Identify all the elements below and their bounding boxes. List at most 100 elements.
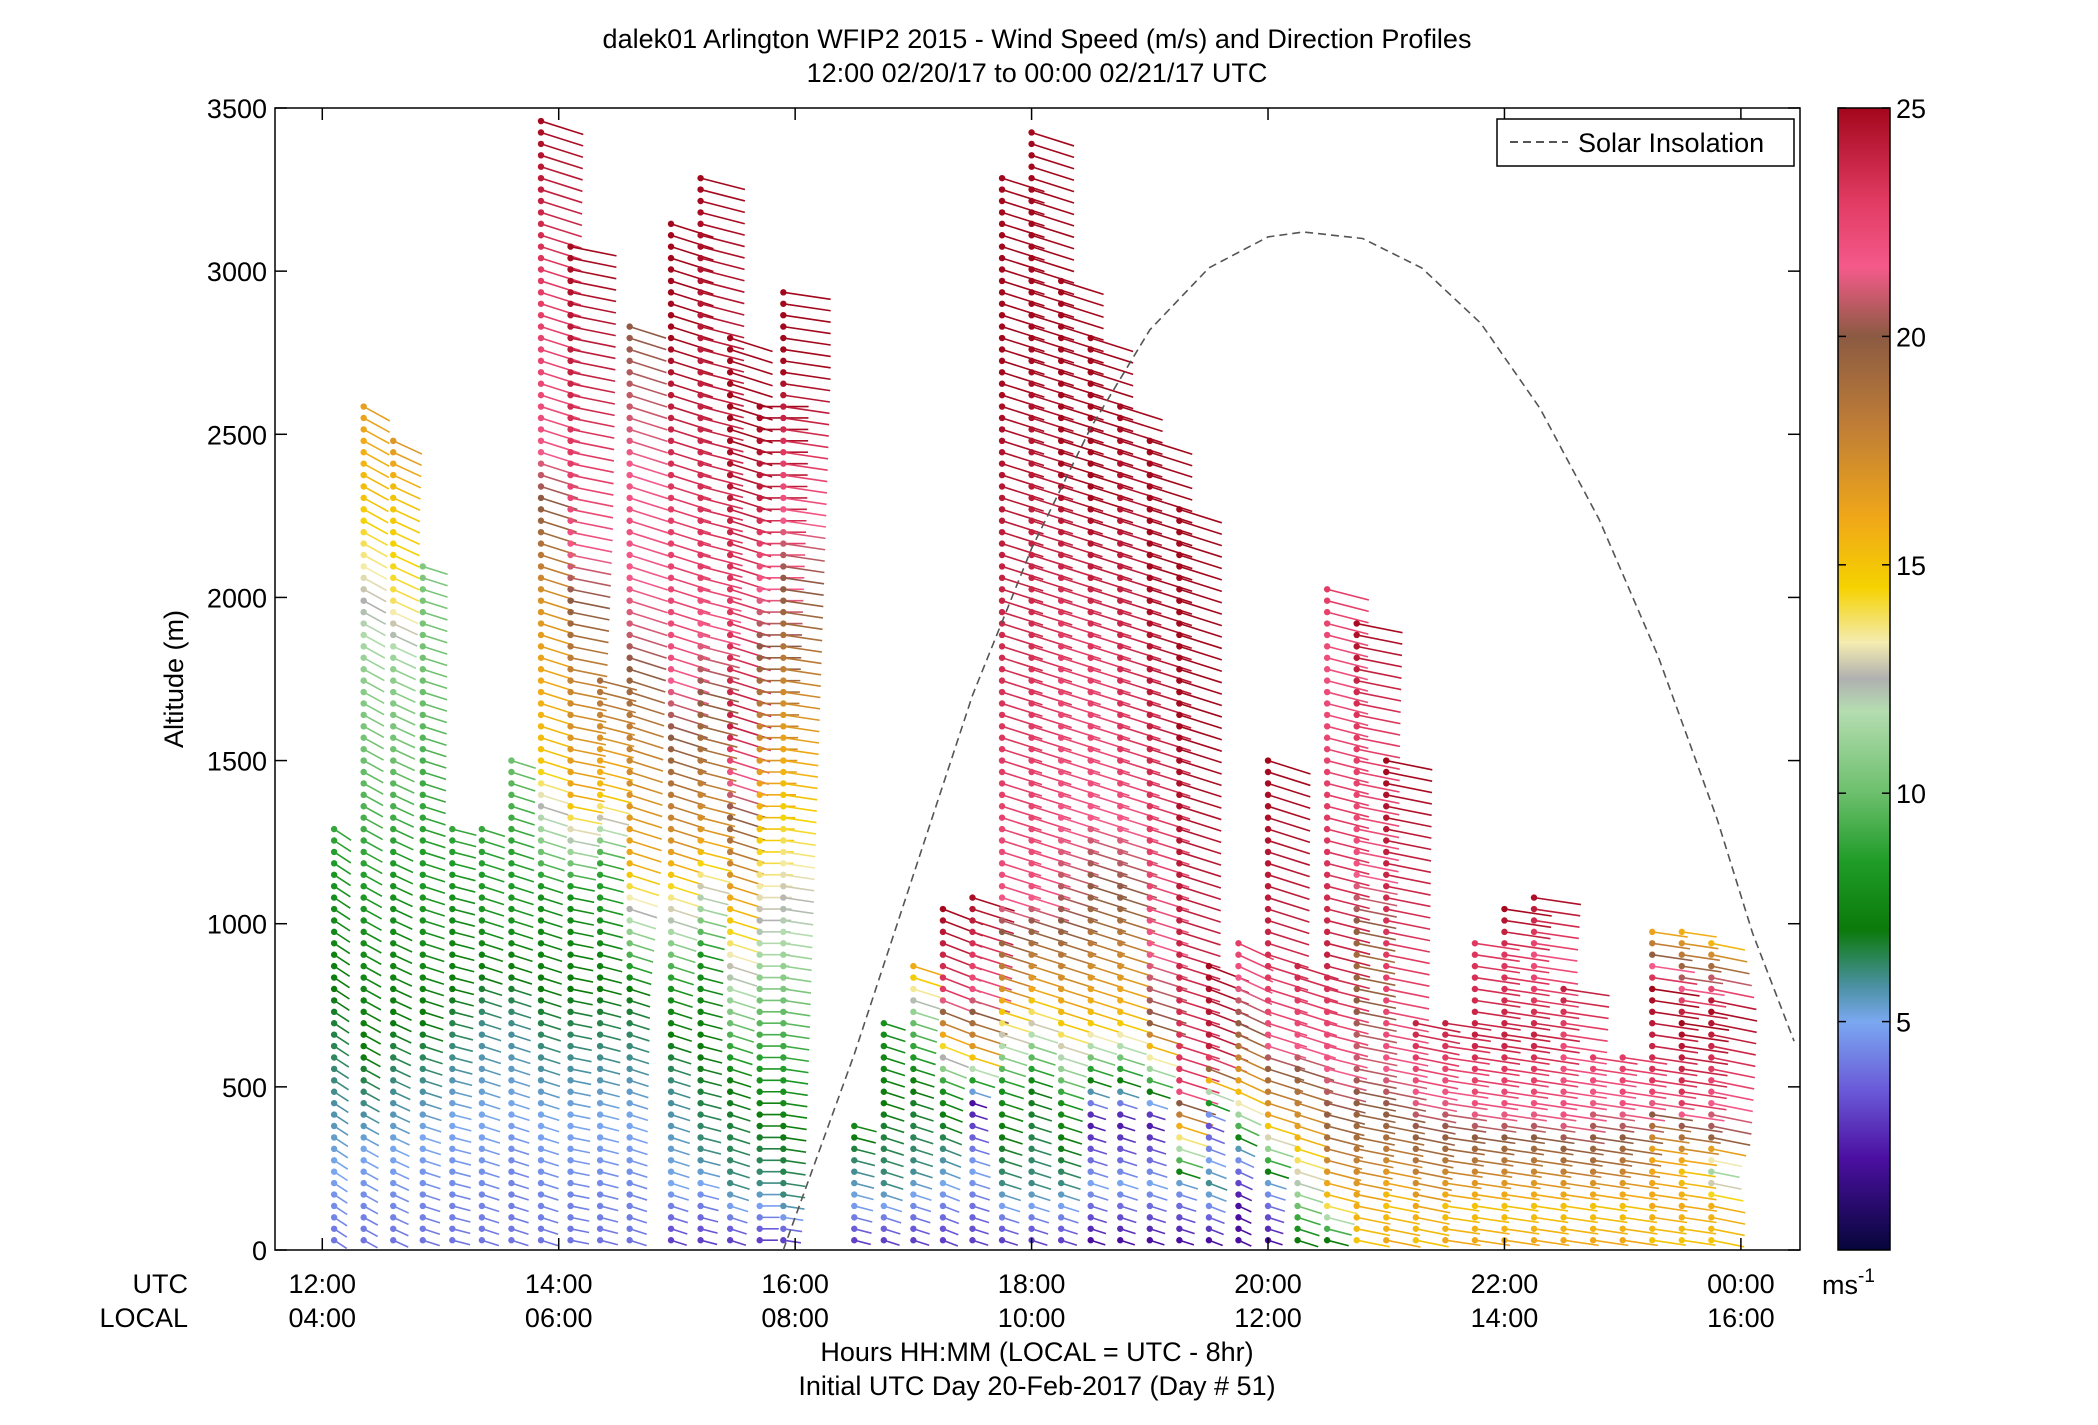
wind-barb-shaft <box>392 668 417 681</box>
wind-barb-shaft <box>540 862 565 872</box>
wind-barb-dot <box>567 700 574 707</box>
wind-barb-dot <box>780 369 787 376</box>
wind-barb-shaft <box>540 759 572 771</box>
wind-barb-dot <box>998 540 1006 547</box>
wind-barb <box>667 232 714 250</box>
wind-barb <box>537 174 583 193</box>
wind-barb <box>567 723 607 735</box>
wind-barb-shaft <box>570 679 608 689</box>
wind-barb <box>596 688 637 703</box>
wind-barb <box>697 334 745 350</box>
wind-barb <box>1028 1145 1052 1156</box>
wind-barb <box>697 254 745 271</box>
wind-barb-shaft <box>540 645 574 658</box>
wind-barb <box>726 745 771 763</box>
wind-barb <box>360 768 384 784</box>
wind-barb <box>360 1077 381 1090</box>
wind-barb <box>998 220 1045 239</box>
wind-barb <box>567 369 616 383</box>
wind-barb-shaft <box>783 759 819 767</box>
wind-barb <box>508 1088 531 1099</box>
wind-barb-dot <box>508 860 515 867</box>
wind-barb-shaft <box>700 337 745 350</box>
wind-barb-shaft <box>1001 794 1042 809</box>
wind-barb-dot <box>596 1237 604 1244</box>
wind-barb <box>780 563 825 574</box>
wind-barb-dot <box>1117 449 1124 456</box>
wind-barb-dot <box>756 403 763 410</box>
wind-barb-dot <box>1117 620 1124 627</box>
wind-barb-shaft <box>540 177 583 193</box>
wind-barb <box>998 403 1045 421</box>
wind-barb-shaft <box>570 657 608 666</box>
wind-barb-shaft <box>1031 1113 1053 1122</box>
wind-barb-shaft <box>670 1170 690 1179</box>
wind-barb-dot <box>537 803 545 810</box>
wind-barb <box>697 174 746 191</box>
wind-barb-shaft <box>570 417 615 428</box>
wind-barb-dot <box>330 1225 338 1232</box>
wind-barb <box>390 860 414 874</box>
wind-barb-dot <box>330 1099 338 1107</box>
wind-barb-dot <box>969 1008 976 1016</box>
wind-barb <box>419 974 445 986</box>
wind-barb-dot <box>780 894 787 901</box>
wind-barb <box>360 1157 379 1170</box>
wind-barb <box>726 357 773 376</box>
wind-barb-dot <box>626 369 633 376</box>
wind-barb <box>998 300 1045 319</box>
wind-barb-shaft <box>422 1125 442 1133</box>
wind-barb <box>390 551 420 568</box>
wind-barb-shaft <box>570 839 600 848</box>
wind-barb-shaft <box>1060 497 1104 513</box>
wind-barb-shaft <box>700 1125 722 1133</box>
wind-barb-dot <box>998 1042 1006 1050</box>
wind-barb-shaft <box>1001 565 1044 581</box>
wind-barb <box>969 1191 991 1201</box>
wind-barb-dot <box>998 266 1006 273</box>
wind-barb <box>910 1225 930 1235</box>
wind-barb <box>567 974 594 983</box>
wind-barb <box>939 1111 963 1123</box>
wind-barb <box>697 289 745 305</box>
wind-barb-shaft <box>700 1079 723 1087</box>
wind-barb-dot <box>1117 928 1124 936</box>
wind-barb-shaft <box>570 816 603 825</box>
wind-barb-dot <box>508 768 515 776</box>
wind-barb <box>1117 997 1152 1012</box>
wind-barb-shaft <box>913 965 946 977</box>
wind-barb <box>360 1225 379 1238</box>
wind-barb <box>667 1237 688 1246</box>
wind-barb <box>1117 985 1153 1000</box>
wind-barb-dot <box>419 837 426 844</box>
wind-barb-shaft <box>629 554 669 568</box>
wind-barb <box>390 700 416 715</box>
wind-barb <box>998 483 1044 501</box>
wind-barb <box>1087 974 1124 989</box>
wind-barb-dot <box>567 528 574 536</box>
wind-barb-shaft <box>1001 1068 1027 1078</box>
wind-barb-shaft <box>783 965 812 972</box>
wind-barb-shaft <box>670 622 711 637</box>
wind-barb-shaft <box>540 874 565 883</box>
wind-barb-dot <box>756 1179 763 1187</box>
wind-barb-dot <box>390 1191 397 1198</box>
wind-barb <box>1028 791 1072 809</box>
wind-barb-dot <box>1117 677 1124 684</box>
wind-barb-dot <box>780 848 787 856</box>
wind-barb <box>1087 1202 1108 1213</box>
wind-barb <box>360 551 388 569</box>
wind-barb-shaft <box>1031 348 1075 364</box>
wind-barb <box>697 1077 723 1087</box>
wind-barb-dot <box>910 1031 917 1038</box>
wind-barb-dot <box>626 1031 633 1038</box>
wind-barb <box>1117 620 1162 638</box>
wind-barb-dot <box>537 780 545 787</box>
wind-barb <box>780 403 830 415</box>
wind-barb-shaft <box>670 1045 692 1054</box>
wind-barb <box>1087 1134 1107 1144</box>
wind-barb-dot <box>478 985 486 993</box>
wind-barb-shaft <box>570 577 611 587</box>
wind-barb <box>390 563 420 580</box>
wind-barb <box>567 243 617 257</box>
